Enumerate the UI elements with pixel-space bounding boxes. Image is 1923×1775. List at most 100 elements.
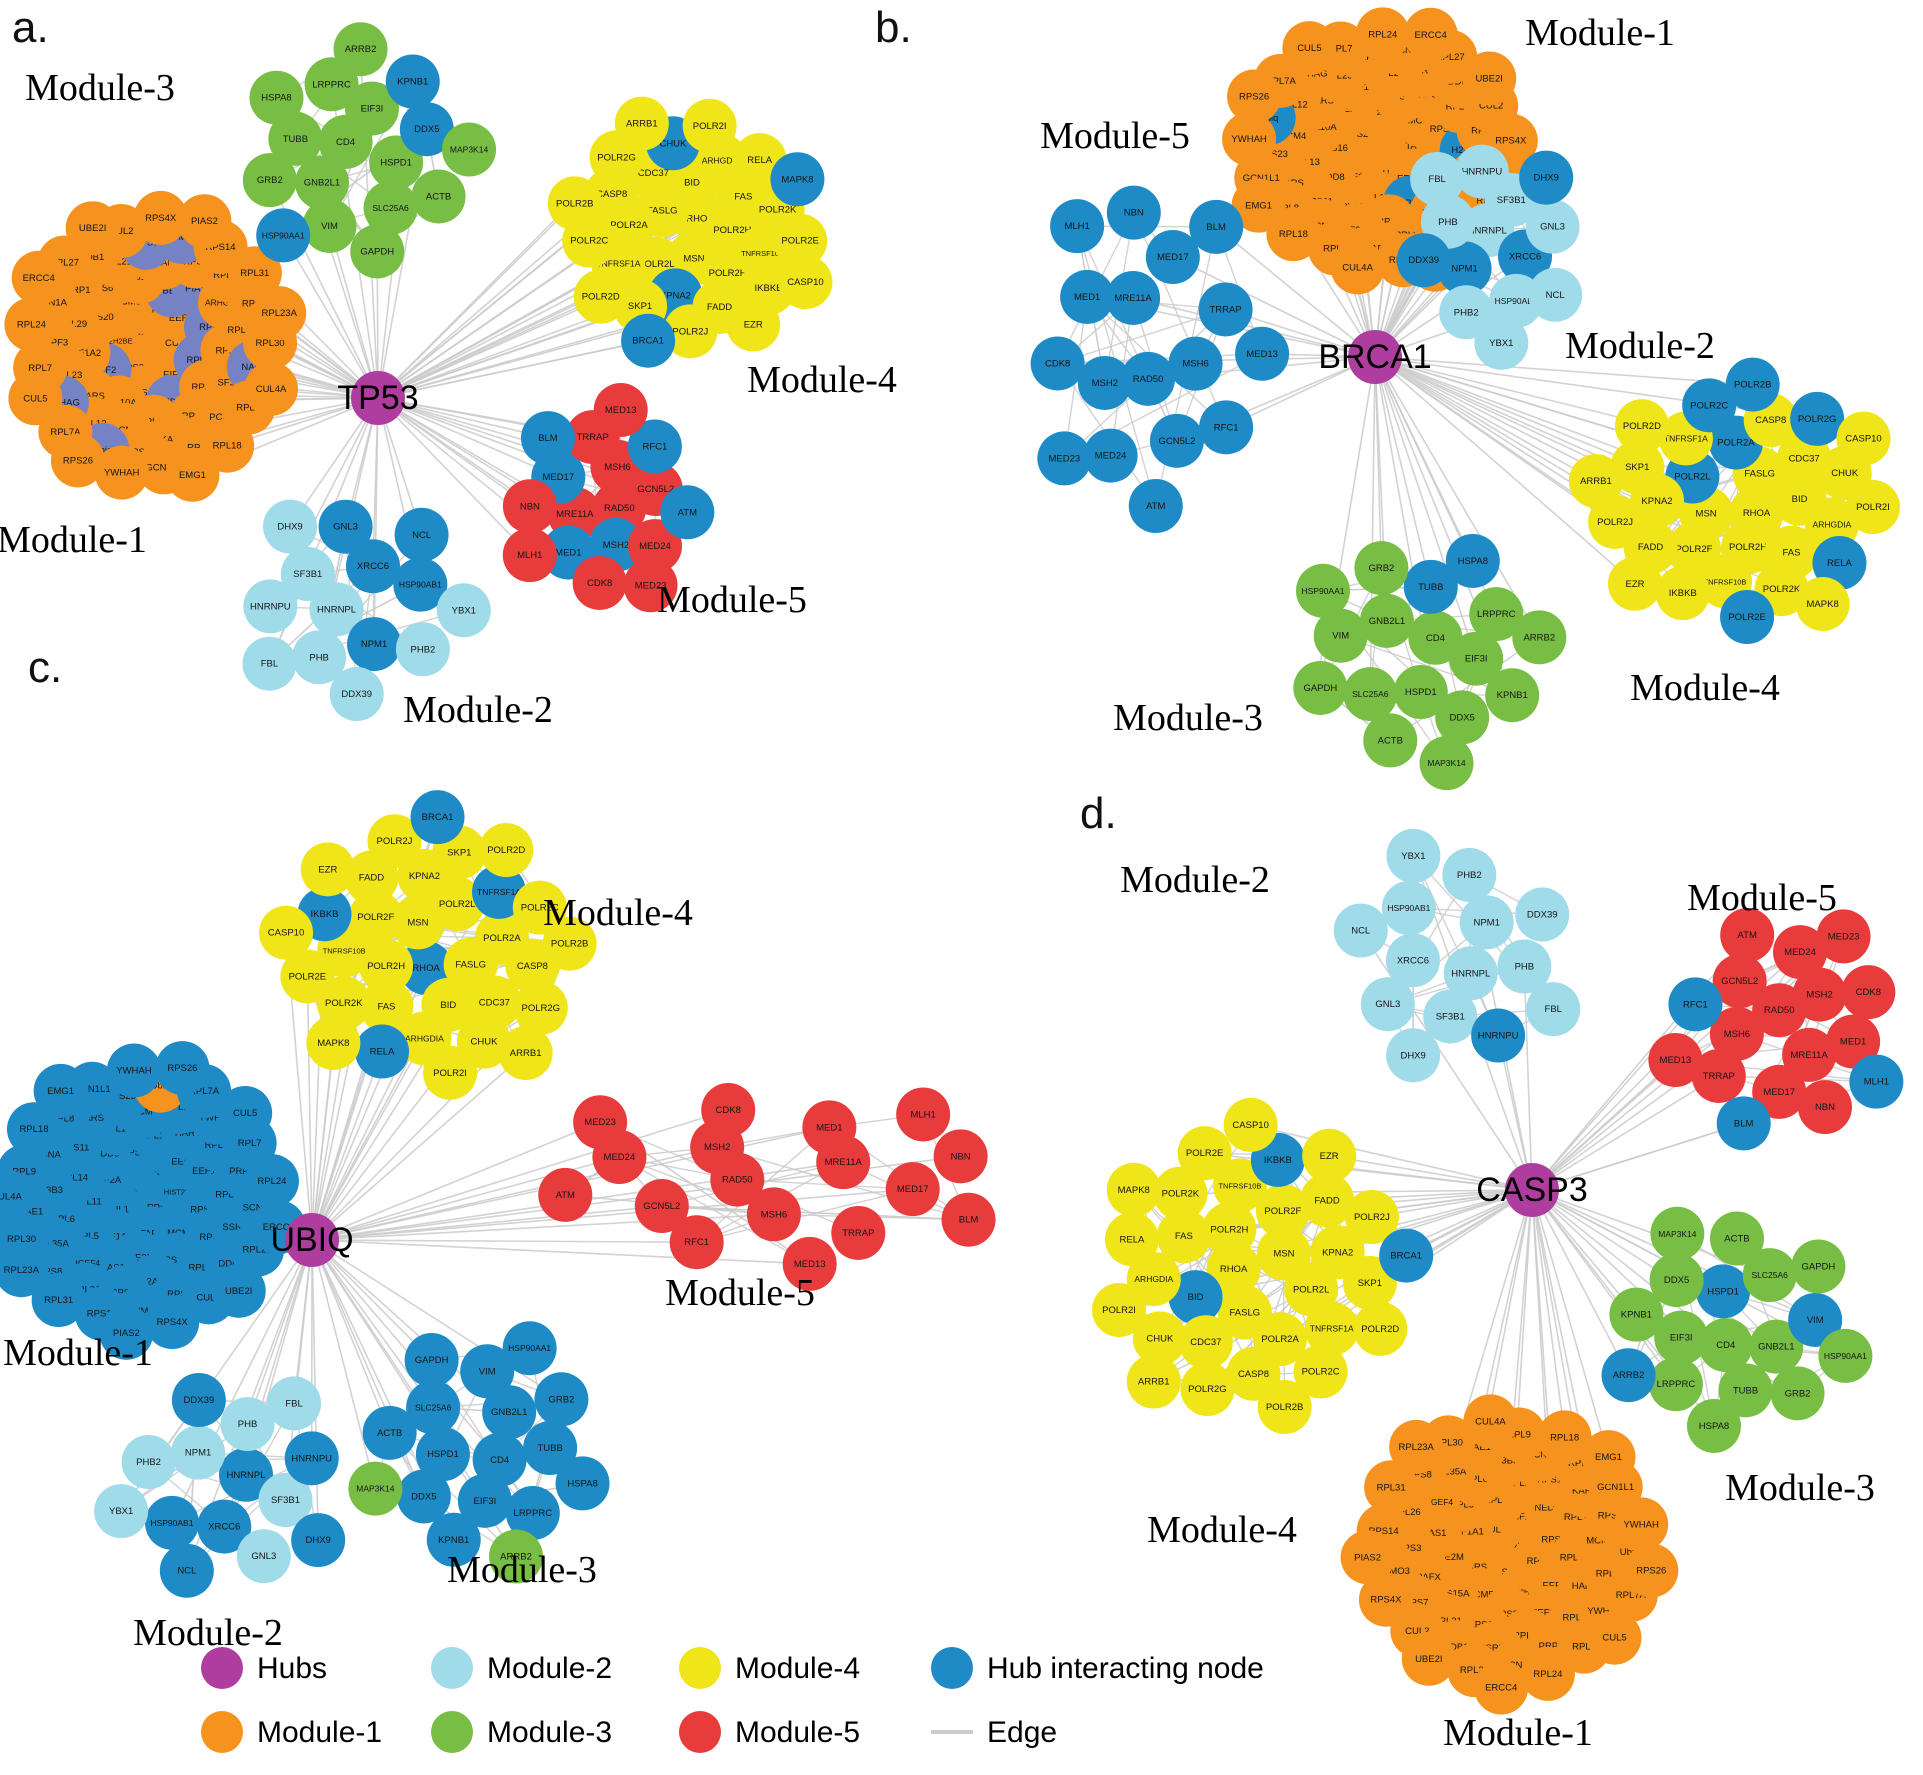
gene-node-circle[interactable]: [520, 411, 575, 466]
gene-node-circle[interactable]: [1255, 1184, 1310, 1239]
gene-node-circle[interactable]: [1654, 1310, 1709, 1365]
gene-node-circle[interactable]: [1344, 1190, 1399, 1245]
node-GAPDH[interactable]: GAPDH: [1791, 1239, 1846, 1294]
gene-node-circle[interactable]: [159, 1543, 214, 1598]
node-NCL[interactable]: NCL: [1333, 903, 1388, 958]
gene-node-circle[interactable]: [498, 1026, 553, 1081]
node-POLR2G[interactable]: POLR2G: [1790, 391, 1845, 446]
gene-node-circle[interactable]: [1818, 1328, 1873, 1383]
node-TRRAP[interactable]: TRRAP: [1198, 282, 1253, 337]
gene-node-circle[interactable]: [1300, 1173, 1355, 1228]
node-CUL4A[interactable]: CUL4A: [1463, 1394, 1518, 1449]
gene-node-circle[interactable]: [1257, 1380, 1312, 1435]
gene-node-circle[interactable]: [406, 1380, 461, 1435]
node-BLM[interactable]: BLM: [1189, 199, 1244, 254]
gene-node-circle[interactable]: [1459, 895, 1514, 950]
gene-node-circle[interactable]: [344, 81, 399, 136]
node-NCL[interactable]: NCL: [1528, 267, 1583, 322]
gene-node-circle[interactable]: [831, 1205, 886, 1260]
node-DDX39[interactable]: DDX39: [1515, 887, 1570, 942]
node-NCL[interactable]: NCL: [159, 1543, 214, 1598]
gene-node-circle[interactable]: [1841, 965, 1896, 1020]
gene-node-circle[interactable]: [1749, 1319, 1804, 1374]
gene-node-circle[interactable]: [1526, 982, 1581, 1037]
gene-node-circle[interactable]: [1742, 1248, 1797, 1303]
node-NPM1[interactable]: NPM1: [1459, 895, 1514, 950]
gene-node-circle[interactable]: [572, 555, 627, 610]
node-RELA[interactable]: RELA: [1104, 1212, 1159, 1267]
gene-node-circle[interactable]: [1609, 1287, 1664, 1342]
gene-node-circle[interactable]: [1816, 909, 1871, 964]
gene-node-circle[interactable]: [1106, 185, 1161, 240]
gene-node-circle[interactable]: [1156, 1209, 1211, 1264]
node-MED13[interactable]: MED13: [1648, 1033, 1703, 1088]
gene-node-circle[interactable]: [502, 479, 557, 534]
gene-node-circle[interactable]: [1340, 1530, 1395, 1585]
gene-node-circle[interactable]: [773, 213, 828, 268]
node-GRB2[interactable]: GRB2: [534, 1372, 589, 1427]
gene-node-circle[interactable]: [1355, 7, 1410, 62]
gene-node-circle[interactable]: [1364, 1460, 1419, 1515]
node-ACTB[interactable]: ACTB: [1363, 713, 1418, 768]
gene-node-circle[interactable]: [1353, 1301, 1408, 1356]
node-ERCC4[interactable]: ERCC4: [11, 250, 66, 305]
gene-node-circle[interactable]: [280, 547, 335, 602]
gene-node-circle[interactable]: [502, 528, 557, 583]
node-POLR2I[interactable]: POLR2I: [1092, 1283, 1147, 1338]
gene-node-circle[interactable]: [1092, 1283, 1147, 1338]
gene-node-circle[interactable]: [1393, 665, 1448, 720]
gene-node-circle[interactable]: [267, 1376, 322, 1431]
gene-node-circle[interactable]: [1445, 533, 1500, 588]
node-DDX39[interactable]: DDX39: [1396, 233, 1451, 288]
gene-node-circle[interactable]: [1698, 1318, 1753, 1373]
node-RPS26[interactable]: RPS26: [155, 1041, 210, 1096]
gene-node-circle[interactable]: [1449, 631, 1504, 686]
gene-node-circle[interactable]: [155, 1041, 210, 1096]
gene-node-circle[interactable]: [1198, 282, 1253, 337]
node-GNL3[interactable]: GNL3: [318, 499, 373, 554]
gene-node-circle[interactable]: [1782, 1027, 1837, 1082]
node-CUL4A[interactable]: CUL4A: [1330, 240, 1385, 295]
gene-node-circle[interactable]: [1454, 144, 1509, 199]
node-RPS26[interactable]: RPS26: [1227, 69, 1282, 124]
node-FBL[interactable]: FBL: [242, 636, 297, 691]
gene-node-circle[interactable]: [1528, 267, 1583, 322]
node-BRCA1[interactable]: BRCA1: [621, 313, 676, 368]
gene-node-circle[interactable]: [1650, 1206, 1705, 1261]
gene-node-circle[interactable]: [1519, 150, 1574, 205]
node-RPL24[interactable]: RPL24: [1520, 1646, 1575, 1701]
hub-node-CASP3[interactable]: CASP3: [1476, 1163, 1588, 1217]
node-CASP10[interactable]: CASP10: [1836, 411, 1891, 466]
node-CASP10[interactable]: CASP10: [259, 905, 314, 960]
gene-node-circle[interactable]: [1083, 428, 1138, 483]
gene-node-circle[interactable]: [1104, 1212, 1159, 1267]
node-MED17[interactable]: MED17: [885, 1162, 940, 1217]
node-HSP90AB1[interactable]: HSP90AB1: [1381, 880, 1436, 935]
gene-node-circle[interactable]: [99, 1305, 154, 1360]
node-MED23[interactable]: MED23: [1037, 431, 1092, 486]
gene-node-circle[interactable]: [1587, 1610, 1642, 1665]
gene-node-circle[interactable]: [460, 1344, 515, 1399]
node-ARRB1[interactable]: ARRB1: [1568, 454, 1623, 509]
gene-node-circle[interactable]: [1363, 713, 1418, 768]
gene-node-circle[interactable]: [329, 667, 384, 722]
node-YWHAH[interactable]: YWHAH: [1614, 1497, 1669, 1552]
node-DHX9[interactable]: DHX9: [291, 1513, 346, 1568]
gene-node-circle[interactable]: [1463, 1394, 1518, 1449]
gene-node-circle[interactable]: [1525, 199, 1580, 254]
gene-node-circle[interactable]: [1222, 112, 1277, 167]
node-MLH1[interactable]: MLH1: [1050, 199, 1105, 254]
node-DHX9[interactable]: DHX9: [1386, 1028, 1441, 1083]
gene-node-circle[interactable]: [523, 1421, 578, 1476]
gene-node-circle[interactable]: [1696, 1264, 1751, 1319]
node-GRB2[interactable]: GRB2: [242, 153, 297, 208]
gene-node-circle[interactable]: [547, 176, 602, 231]
gene-node-circle[interactable]: [8, 371, 63, 426]
node-POLR2D[interactable]: POLR2D: [573, 269, 628, 324]
gene-node-circle[interactable]: [1474, 1660, 1529, 1715]
node-EZR[interactable]: EZR: [300, 842, 355, 897]
node-PHB[interactable]: PHB: [220, 1397, 275, 1452]
node-ARRB2[interactable]: ARRB2: [1601, 1348, 1656, 1403]
gene-node-circle[interactable]: [1497, 939, 1552, 994]
node-UBE2I[interactable]: UBE2I: [1401, 1631, 1456, 1686]
